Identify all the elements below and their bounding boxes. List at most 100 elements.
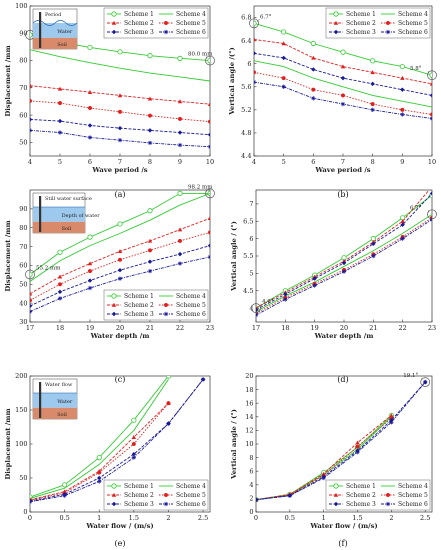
data-point xyxy=(30,303,33,309)
x-tick-label: 23 xyxy=(206,324,214,332)
legend-marker xyxy=(385,29,391,35)
inset-label-soil: Soil xyxy=(57,412,67,418)
data-point xyxy=(429,116,432,121)
data-point xyxy=(30,83,33,88)
annotation-circle xyxy=(420,377,431,387)
x-tick-label: 0 xyxy=(254,514,258,522)
panel-label: (a) xyxy=(114,190,125,199)
x-tick-label: 0.5 xyxy=(285,514,295,522)
data-point xyxy=(341,269,347,274)
data-point xyxy=(87,269,93,274)
data-point xyxy=(57,118,63,124)
data-point xyxy=(117,257,123,262)
data-point xyxy=(131,417,137,423)
y-tick-label: 90 xyxy=(19,205,27,213)
series-line-scheme-2 xyxy=(30,402,169,501)
data-point xyxy=(117,93,123,98)
legend-label: Scheme 5 xyxy=(398,492,428,499)
data-point xyxy=(429,81,432,86)
inset-water xyxy=(33,207,85,222)
data-point xyxy=(117,276,123,281)
data-point xyxy=(97,470,102,475)
data-point xyxy=(281,41,286,46)
legend-marker xyxy=(163,311,169,317)
data-point xyxy=(311,67,316,72)
series-line-scheme-3 xyxy=(254,52,432,96)
y-tick-label: 4.8 xyxy=(241,129,251,137)
x-tick-label: 20 xyxy=(116,324,124,332)
data-point xyxy=(57,130,63,135)
data-point xyxy=(200,377,206,382)
legend-label: Scheme 4 xyxy=(398,483,428,490)
plot-area xyxy=(30,32,210,149)
plot-area xyxy=(256,379,428,503)
data-point xyxy=(30,291,33,296)
annotation-label: 4.0° xyxy=(262,299,274,305)
data-point xyxy=(177,130,183,135)
x-tick-label: 18 xyxy=(281,324,289,332)
data-point xyxy=(321,475,326,481)
legend-label: Scheme 6 xyxy=(398,29,428,36)
x-tick-label: 2 xyxy=(166,514,170,522)
chart-c: 17 18 19 20 21 22 23 30 40 50 60 70 80 90 Water depth … xyxy=(4,184,215,340)
y-tick-label: 5 xyxy=(249,270,253,278)
legend-label: Scheme 1 xyxy=(346,483,376,490)
x-tick-label: 9 xyxy=(400,158,404,166)
data-point xyxy=(57,289,63,295)
legend-label: Scheme 5 xyxy=(176,20,206,27)
inset-label-water: Water xyxy=(57,399,73,405)
x-tick-label: 2.5 xyxy=(198,514,208,522)
x-axis-label: Wave period /s xyxy=(91,166,147,174)
x-tick-label: 4 xyxy=(252,158,256,166)
y-tick-label: 0 xyxy=(23,508,27,516)
annotation-leader xyxy=(256,19,261,22)
x-tick-label: 10 xyxy=(206,158,214,166)
y-tick-label: 4.5 xyxy=(243,287,253,295)
data-point xyxy=(254,51,257,56)
data-point xyxy=(62,493,67,498)
legend-label: Scheme 3 xyxy=(124,311,154,318)
x-tick-label: 1.5 xyxy=(129,514,139,522)
y-tick-label: 6 xyxy=(249,235,253,243)
legend-box xyxy=(103,479,209,511)
y-tick-label: 0 xyxy=(249,508,253,516)
y-tick-label: 4 xyxy=(249,481,253,489)
series-line-scheme-6 xyxy=(30,379,204,503)
y-axis-label: Displacement /mm xyxy=(4,220,12,292)
legend-label: Scheme 5 xyxy=(398,20,428,27)
inset-label-top: Still water surface xyxy=(45,196,92,202)
data-point xyxy=(400,222,405,227)
series-line-scheme-4 xyxy=(254,60,432,108)
data-point xyxy=(207,254,210,260)
y-tick-label: 70 xyxy=(19,84,27,92)
data-point xyxy=(147,259,153,264)
annotation-leader xyxy=(205,189,208,192)
data-point xyxy=(147,248,153,253)
legend-label: Scheme 1 xyxy=(124,293,154,300)
x-tick-label: 0.5 xyxy=(59,514,69,522)
legend-marker xyxy=(111,11,117,17)
data-point xyxy=(400,75,405,80)
data-point xyxy=(147,53,153,59)
data-point xyxy=(87,234,93,240)
data-point xyxy=(429,112,432,117)
annotation-leader xyxy=(205,56,208,59)
data-point xyxy=(30,98,33,103)
y-tick-label: 200 xyxy=(15,372,27,380)
legend-marker xyxy=(333,492,339,497)
legend-box xyxy=(103,289,209,321)
inset-label-soil: Soil xyxy=(57,42,67,48)
data-point xyxy=(147,113,153,118)
panel-label: (f) xyxy=(338,539,347,548)
legend-label: Scheme 3 xyxy=(124,29,154,36)
data-point xyxy=(371,253,376,259)
y-tick-label: 60 xyxy=(19,262,27,270)
x-tick-label: 8 xyxy=(148,158,152,166)
data-point xyxy=(87,135,93,140)
data-point xyxy=(62,482,68,488)
data-point xyxy=(131,455,137,460)
annotation-label: 98.2 mm xyxy=(188,184,213,190)
y-axis-label: Displacement /mm xyxy=(4,45,12,117)
data-point xyxy=(254,79,257,85)
annotation-circle xyxy=(205,55,215,66)
